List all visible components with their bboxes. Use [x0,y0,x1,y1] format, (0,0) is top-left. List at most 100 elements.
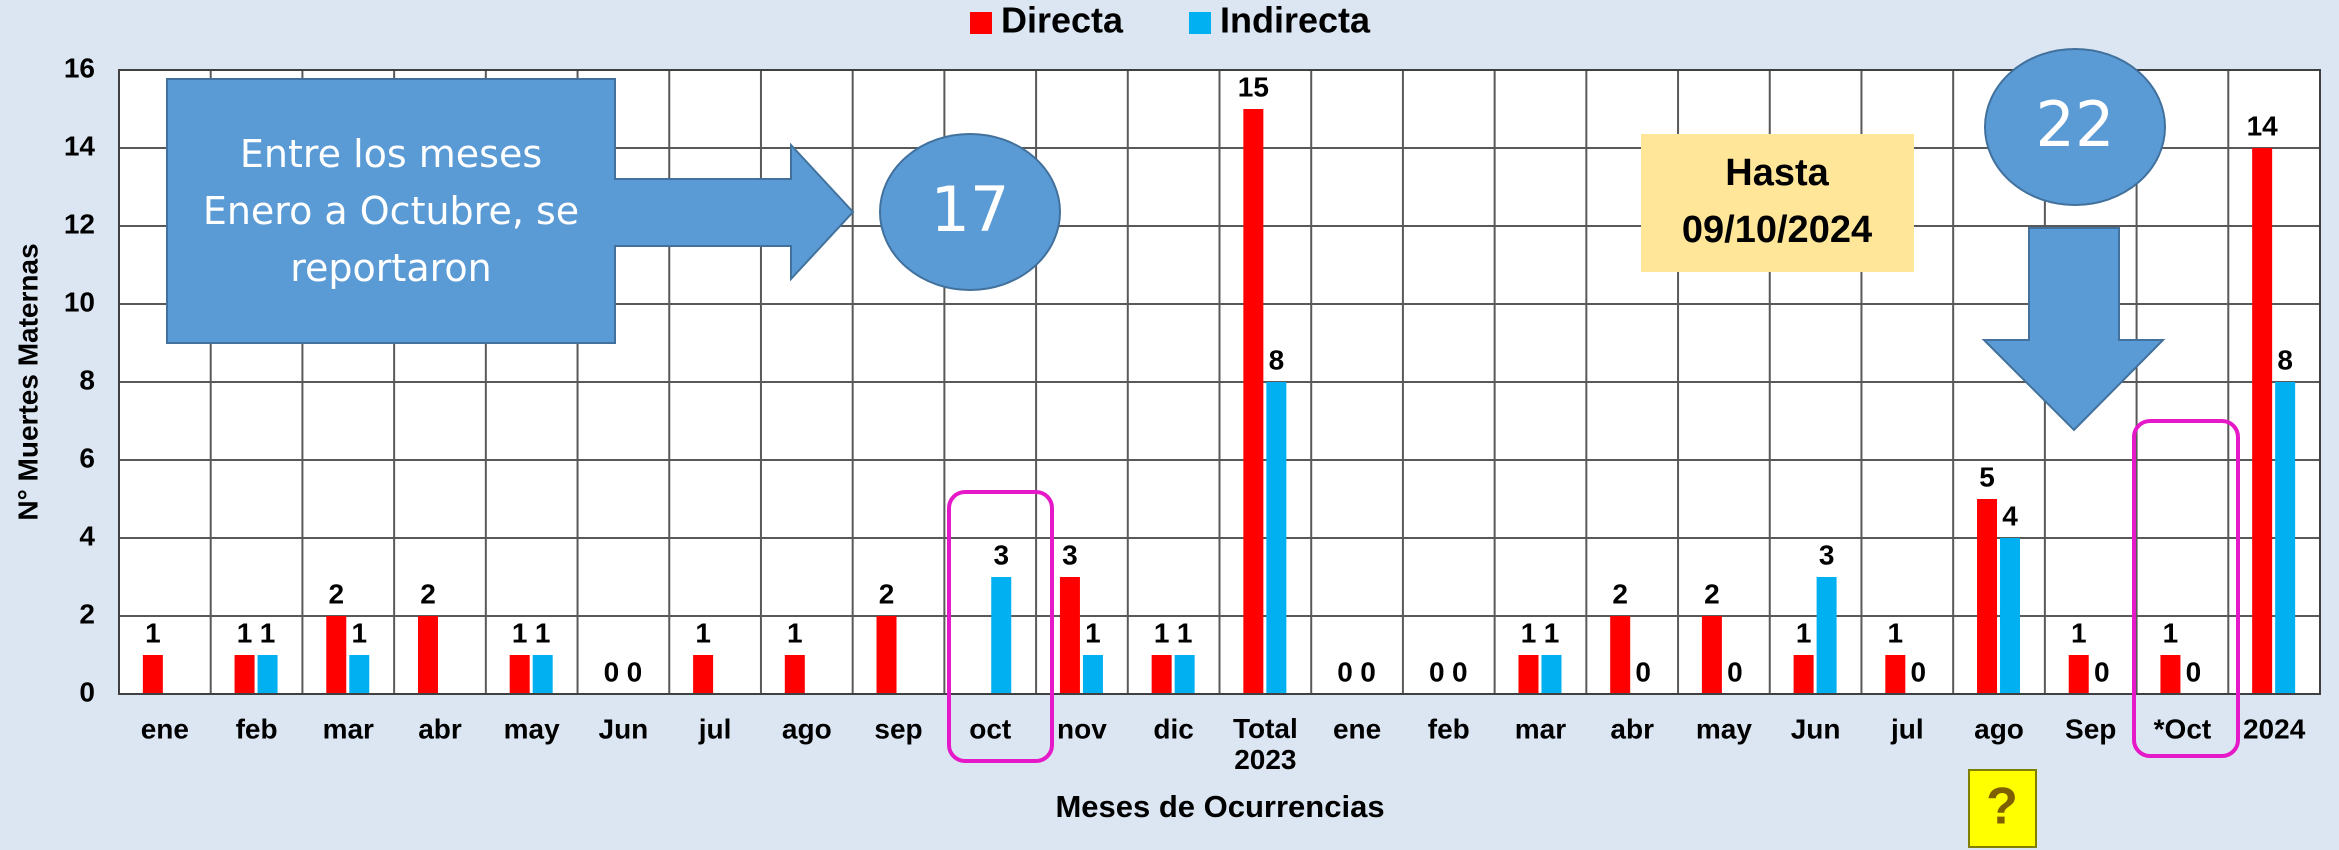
y-tick-label: 0 [79,676,95,707]
value-label: 4 [2002,500,2018,531]
annotation-arrow-box [166,78,855,344]
y-tick-label: 14 [64,130,96,161]
value-label: 0 [1911,656,1927,687]
date-text: Hasta 09/10/2024 [1682,152,1872,251]
bar [349,655,370,694]
value-label: 2 [879,578,895,609]
value-label: 2 [420,578,436,609]
value-label: 0 [1635,656,1651,687]
value-label: 0 [1360,656,1376,687]
y-tick-label: 2 [79,598,95,629]
annotation-circle [879,133,1061,291]
bar [2252,148,2273,694]
y-axis-label: N° Muertes Maternas [12,243,43,520]
annotation-line: Enero a Octubre, se [203,189,579,233]
x-tick-label: Total 2023 [1233,713,1298,775]
bar [142,655,163,694]
x-tick-label: jul [1890,713,1924,744]
highlight-box [947,490,1054,763]
x-axis-label: Meses de Ocurrencias [1055,789,1384,824]
bar [1610,616,1631,694]
value-label: 1 [535,617,551,648]
value-label: 15 [1238,71,1269,102]
bar [1701,616,1722,694]
value-label: 1 [1796,617,1812,648]
y-tick-label: 6 [79,442,95,473]
annotation-circle [1984,48,2166,206]
value-label: 0 [1429,656,1445,687]
bar [2000,538,2021,694]
value-label: 0 [1452,656,1468,687]
value-label: 1 [1544,617,1560,648]
x-tick-label: sep [874,713,922,744]
x-tick-label: jul [698,713,732,744]
x-tick-label: 2024 [2243,713,2306,744]
value-label: 0 [2094,656,2110,687]
value-label: 1 [695,617,711,648]
annotation-text: Entre los meses Enero a Octubre, se report… [203,132,579,290]
highlight-box [2132,419,2240,758]
value-label: 1 [1085,617,1101,648]
value-label: 2 [1612,578,1628,609]
value-label: 3 [1062,539,1078,570]
x-tick-label: ene [141,713,189,744]
bar [1793,655,1814,694]
bar [532,655,553,694]
help-button[interactable] [1968,769,2037,848]
bar [2068,655,2089,694]
x-tick-label: mar [323,713,374,744]
legend-swatch [970,12,992,34]
bar [1151,655,1172,694]
bar [1266,382,1287,694]
value-label: 3 [1819,539,1835,570]
bar [1243,109,1264,694]
bar [1885,655,1906,694]
x-tick-label: nov [1057,713,1107,744]
y-tick-label: 4 [79,520,95,551]
value-label: 1 [1177,617,1193,648]
value-label: 1 [1154,617,1170,648]
value-label: 0 [1727,656,1743,687]
x-tick-label: Jun [599,713,649,744]
legend-swatch [1189,12,1211,34]
bar [1174,655,1195,694]
value-label: 1 [145,617,161,648]
value-label: 0 [2186,656,2202,687]
value-label: 8 [1269,344,1285,375]
value-label: 8 [2277,344,2293,375]
bar [234,655,255,694]
date-line: 09/10/2024 [1682,209,1872,251]
x-tick-label: oct [969,713,1011,744]
annotation-line: reportaron [290,246,491,290]
value-label: 2 [1704,578,1720,609]
value-label: 2 [328,578,344,609]
x-tick-label: Jun [1791,713,1841,744]
y-tick-label: 16 [64,52,95,83]
value-label: 1 [351,617,367,648]
y-tick-label: 12 [64,208,95,239]
bar [991,577,1012,694]
annotation-line: Entre los meses [240,132,542,176]
value-label: 0 [627,656,643,687]
value-label: 1 [1888,617,1904,648]
annotation-number: 22 [2036,88,2115,161]
bar [2160,655,2181,694]
value-label: 1 [787,617,803,648]
x-tick-label: ene [1333,713,1381,744]
x-tick-label: *Oct [2154,713,2212,744]
help-text[interactable]: ? [1986,778,2018,836]
bar [1816,577,1837,694]
y-tick-label: 8 [79,364,95,395]
value-label: 1 [237,617,253,648]
value-label: 0 [1337,656,1353,687]
value-label: 1 [260,617,276,648]
date-line: Hasta [1725,152,1829,194]
value-label: 1 [512,617,528,648]
bar [1541,655,1562,694]
bar [1082,655,1103,694]
bar [876,616,897,694]
x-tick-label: dic [1153,713,1193,744]
x-tick-label: ago [782,713,832,744]
